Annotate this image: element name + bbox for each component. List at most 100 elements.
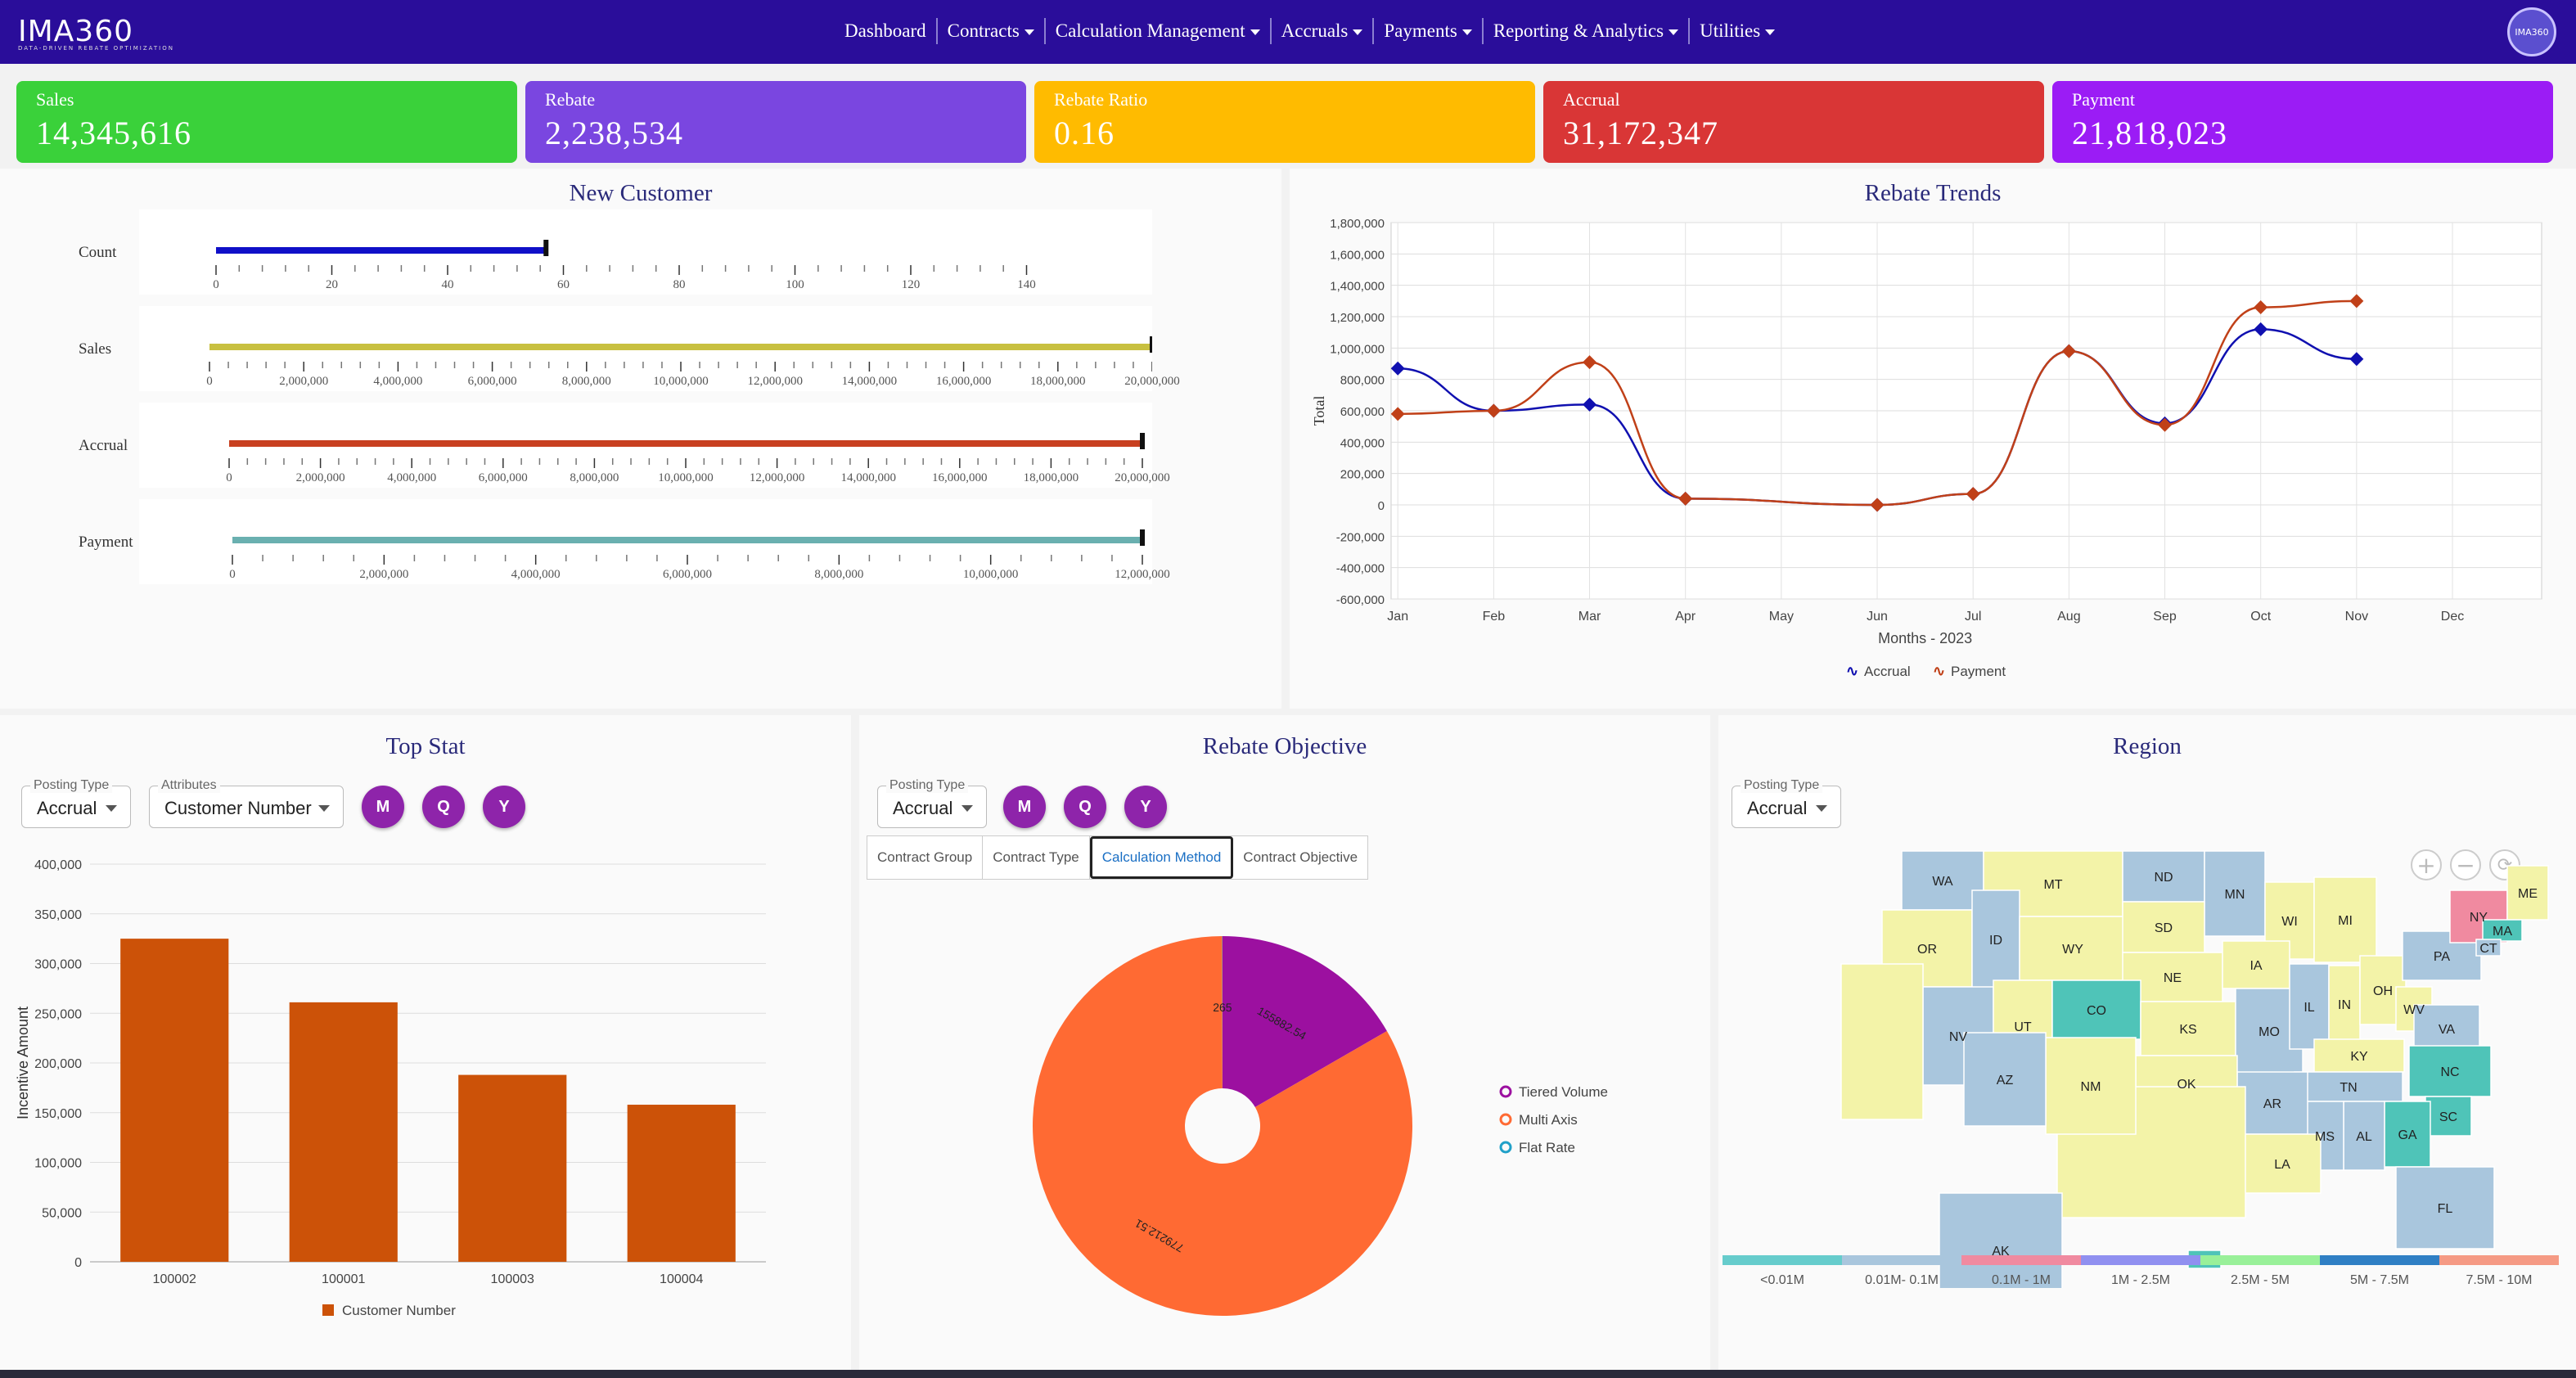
quarterly-button[interactable]: Q [1064, 786, 1106, 828]
kpi-card-accrual[interactable]: Accrual 31,172,347 [1543, 81, 2044, 163]
legend-label: 2.5M - 5M [2230, 1273, 2290, 1287]
legend-label[interactable]: Flat Rate [1519, 1140, 1575, 1155]
quarterly-button[interactable]: Q [422, 786, 465, 828]
bar-100002[interactable] [120, 939, 229, 1262]
rebate-objective-posting-type-select[interactable]: Posting Type Accrual [877, 778, 987, 828]
kpi-label: Accrual [1563, 89, 1620, 110]
user-avatar[interactable]: IMA360 [2507, 7, 2556, 56]
nav-item-accruals[interactable]: Accruals [1272, 18, 1375, 44]
legend-swatch [1723, 1255, 1842, 1265]
kpi-card-rebate[interactable]: Rebate 2,238,534 [525, 81, 1026, 163]
x-tick-label: 100001 [322, 1272, 365, 1286]
state-tn[interactable] [2294, 1071, 2403, 1102]
zoom-out-icon[interactable]: − [2450, 849, 2481, 880]
attributes-select[interactable]: Attributes Customer Number [149, 778, 344, 828]
state-mn[interactable] [2204, 850, 2266, 937]
state-ky[interactable] [2313, 1038, 2405, 1073]
rebate-trends-panel: Rebate Trends 1,800,000 1,600,000 1,400,00… [1290, 169, 2576, 709]
region-legend-item[interactable]: 0.01M- 0.1M [1842, 1255, 1961, 1288]
state-mi[interactable] [2313, 876, 2377, 963]
bullet-marker [1150, 336, 1152, 353]
state-ak[interactable] [1939, 1192, 2063, 1288]
tab-calculation-method[interactable]: Calculation Method [1089, 836, 1234, 879]
state-label: WI [2281, 915, 2298, 929]
legend-label[interactable]: Customer Number [342, 1303, 456, 1318]
ima360-logo[interactable]: IMA360 DATA-DRIVEN REBATE OPTIMIZATION [18, 15, 174, 52]
bar-100001[interactable] [289, 1002, 398, 1262]
x-tick-label: Oct [2250, 610, 2271, 624]
bullet-tick-label: 12,000,000 [747, 375, 803, 388]
state-nm[interactable] [2045, 1037, 2137, 1135]
tab-contract-type[interactable]: Contract Type [983, 836, 1090, 879]
y-tick-label: 200,000 [1340, 468, 1385, 482]
nav-item-dashboard[interactable]: Dashboard [835, 18, 938, 44]
region-legend-item[interactable]: 0.1M - 1M [1961, 1255, 2081, 1288]
pie-slice-tiered-volume[interactable] [1223, 936, 1387, 1107]
nav-item-payments[interactable]: Payments [1374, 18, 1484, 44]
state-label: AZ [1997, 1074, 2014, 1088]
region-legend-item[interactable]: <0.01M [1723, 1255, 1842, 1288]
region-legend-item[interactable]: 2.5M - 5M [2200, 1255, 2320, 1288]
region-legend-item[interactable]: 7.5M - 10M [2439, 1255, 2559, 1288]
legend-label: 0.01M- 0.1M [1865, 1273, 1939, 1287]
state-fl[interactable] [2395, 1166, 2495, 1250]
state-az[interactable] [1963, 1032, 2047, 1127]
state-co[interactable] [2051, 979, 2141, 1040]
state-sd[interactable] [2122, 901, 2205, 953]
state-nd[interactable] [2122, 850, 2205, 903]
legend-label[interactable]: Multi Axis [1519, 1112, 1578, 1128]
legend-label[interactable]: Tiered Volume [1519, 1084, 1608, 1100]
state-ca[interactable] [1840, 963, 1924, 1120]
state-ct[interactable] [2475, 939, 2502, 957]
region-title: Region [2113, 733, 2182, 759]
yearly-button[interactable]: Y [483, 786, 525, 828]
legend-label[interactable]: Payment [1951, 664, 2006, 679]
state-nc[interactable] [2408, 1045, 2492, 1097]
chevron-down-icon [1250, 29, 1260, 36]
state-label: MO [2259, 1025, 2280, 1039]
series-point-payment[interactable] [1486, 403, 1501, 418]
nav-item-calculation-management[interactable]: Calculation Management [1046, 18, 1272, 44]
bar-100004[interactable] [627, 1105, 736, 1262]
region-legend-item[interactable]: 5M - 7.5M [2320, 1255, 2439, 1288]
nav-item-contracts[interactable]: Contracts [938, 18, 1046, 44]
state-label: WY [2062, 943, 2083, 957]
state-id[interactable] [1971, 889, 2020, 989]
state-ma[interactable] [2482, 919, 2523, 942]
kpi-card-sales[interactable]: Sales 14,345,616 [16, 81, 517, 163]
kpi-card-rebate-ratio[interactable]: Rebate Ratio 0.16 [1034, 81, 1535, 163]
state-al[interactable] [2343, 1101, 2385, 1171]
pie-slice-multi-axis[interactable] [1033, 936, 1412, 1316]
nav-item-utilities[interactable]: Utilities [1690, 18, 1785, 44]
zoom-in-icon[interactable]: + [2411, 849, 2442, 880]
monthly-button[interactable]: M [1003, 786, 1046, 828]
series-point-accrual[interactable] [1583, 397, 1597, 412]
yearly-button[interactable]: Y [1124, 786, 1167, 828]
series-point-accrual[interactable] [2349, 352, 2364, 367]
region-posting-type-select[interactable]: Posting Type Accrual [1732, 778, 1841, 828]
state-la[interactable] [2243, 1133, 2322, 1194]
state-ga[interactable] [2384, 1101, 2431, 1168]
x-tick-label: Mar [1578, 610, 1601, 624]
series-point-payment[interactable] [2158, 417, 2173, 432]
top-stat-posting-type-select[interactable]: Posting Type Accrual [21, 778, 131, 828]
bar-100003[interactable] [458, 1074, 567, 1262]
state-il[interactable] [2289, 963, 2330, 1050]
x-tick-label: 100004 [660, 1272, 703, 1286]
tab-contract-objective[interactable]: Contract Objective [1243, 849, 1358, 865]
state-wa[interactable] [1901, 850, 1984, 911]
monthly-button[interactable]: M [362, 786, 404, 828]
tab-contract-group[interactable]: Contract Group [867, 836, 984, 879]
nav-item-reporting-analytics[interactable]: Reporting & Analytics [1484, 18, 1691, 44]
kpi-card-payment[interactable]: Payment 21,818,023 [2052, 81, 2553, 163]
bullet-chart-count: Count 0 20 40 60 80 100 120 140 [79, 209, 1152, 295]
state-ia[interactable] [2222, 940, 2290, 989]
series-point-payment[interactable] [2349, 294, 2364, 308]
legend-label[interactable]: Accrual [1864, 664, 1911, 679]
region-legend-item[interactable]: 1M - 2.5M [2081, 1255, 2200, 1288]
state-label: ME [2518, 887, 2538, 901]
state-me[interactable] [2506, 865, 2549, 921]
kpi-value: 2,238,534 [545, 115, 683, 151]
series-point-payment[interactable] [1583, 355, 1597, 370]
state-ks[interactable] [2140, 1001, 2236, 1056]
